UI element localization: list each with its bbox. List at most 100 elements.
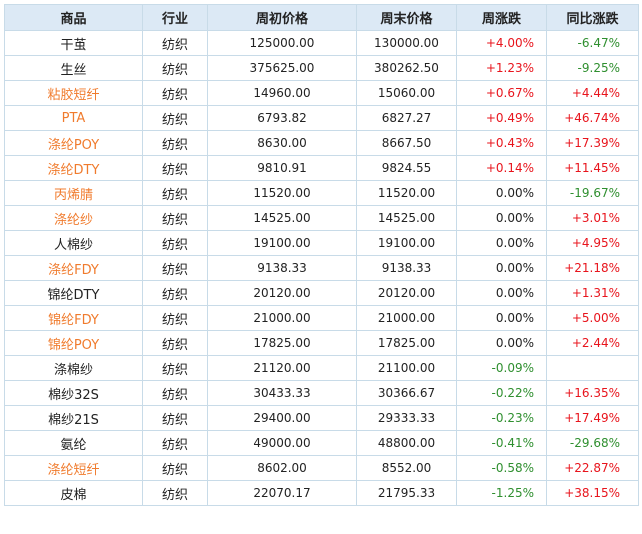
header-weekly-change[interactable]: 周涨跌 xyxy=(456,4,547,31)
yoy-change-cell: +4.44% xyxy=(546,80,639,106)
commodity-name[interactable]: 丙烯腈 xyxy=(4,180,143,206)
yoy-change-cell: +2.44% xyxy=(546,330,639,356)
table-row: 涤纶DTY 纺织 9810.91 9824.55 +0.14% +11.45% xyxy=(4,155,639,181)
commodity-name[interactable]: 涤纶DTY xyxy=(4,155,143,181)
open-price-cell: 375625.00 xyxy=(207,55,357,81)
weekly-change-cell: -0.23% xyxy=(456,405,547,431)
table-row: 生丝 纺织 375625.00 380262.50 +1.23% -9.25% xyxy=(4,55,639,81)
industry-cell: 纺织 xyxy=(142,405,208,431)
open-price-cell: 11520.00 xyxy=(207,180,357,206)
industry-cell: 纺织 xyxy=(142,105,208,131)
table-row: 丙烯腈 纺织 11520.00 11520.00 0.00% -19.67% xyxy=(4,180,639,206)
commodity-name[interactable]: 涤纶短纤 xyxy=(4,455,143,481)
open-price-cell: 8602.00 xyxy=(207,455,357,481)
open-price-cell: 8630.00 xyxy=(207,130,357,156)
industry-cell: 纺织 xyxy=(142,30,208,56)
weekly-change-cell: +1.23% xyxy=(456,55,547,81)
commodity-name[interactable]: 涤纶POY xyxy=(4,130,143,156)
commodity-name: 棉纱32S xyxy=(4,380,143,406)
header-commodity[interactable]: 商品 xyxy=(4,4,143,31)
industry-cell: 纺织 xyxy=(142,230,208,256)
commodity-name[interactable]: 粘胶短纤 xyxy=(4,80,143,106)
weekly-change-cell: 0.00% xyxy=(456,305,547,331)
yoy-change-cell: -29.68% xyxy=(546,430,639,456)
price-table-container: 商品 行业 周初价格 周末价格 周涨跌 同比涨跌 干茧 纺织 125000.00 13… xyxy=(4,4,639,506)
header-close-price[interactable]: 周末价格 xyxy=(356,4,457,31)
commodity-name[interactable]: 涤纶纱 xyxy=(4,205,143,231)
commodity-name[interactable]: 涤纶FDY xyxy=(4,255,143,281)
commodity-name[interactable]: 锦纶POY xyxy=(4,330,143,356)
commodity-name: 人棉纱 xyxy=(4,230,143,256)
yoy-change-cell: +17.49% xyxy=(546,405,639,431)
commodity-name[interactable]: PTA xyxy=(4,105,143,131)
yoy-change-cell: -19.67% xyxy=(546,180,639,206)
close-price-cell: 21795.33 xyxy=(356,480,457,506)
industry-cell: 纺织 xyxy=(142,180,208,206)
weekly-change-cell: 0.00% xyxy=(456,255,547,281)
close-price-cell: 8552.00 xyxy=(356,455,457,481)
open-price-cell: 6793.82 xyxy=(207,105,357,131)
open-price-cell: 22070.17 xyxy=(207,480,357,506)
table-row: 涤纶FDY 纺织 9138.33 9138.33 0.00% +21.18% xyxy=(4,255,639,281)
commodity-name: 棉纱21S xyxy=(4,405,143,431)
commodity-name: 氨纶 xyxy=(4,430,143,456)
yoy-change-cell: +1.31% xyxy=(546,280,639,306)
weekly-change-cell: 0.00% xyxy=(456,180,547,206)
yoy-change-cell: +5.00% xyxy=(546,305,639,331)
yoy-change-cell: +22.87% xyxy=(546,455,639,481)
commodity-name: 生丝 xyxy=(4,55,143,81)
yoy-change-cell: +17.39% xyxy=(546,130,639,156)
weekly-change-cell: 0.00% xyxy=(456,205,547,231)
close-price-cell: 9138.33 xyxy=(356,255,457,281)
yoy-change-cell: +4.95% xyxy=(546,230,639,256)
open-price-cell: 30433.33 xyxy=(207,380,357,406)
close-price-cell: 11520.00 xyxy=(356,180,457,206)
table-row: 锦纶DTY 纺织 20120.00 20120.00 0.00% +1.31% xyxy=(4,280,639,306)
open-price-cell: 125000.00 xyxy=(207,30,357,56)
open-price-cell: 21120.00 xyxy=(207,355,357,381)
industry-cell: 纺织 xyxy=(142,380,208,406)
commodity-name[interactable]: 锦纶FDY xyxy=(4,305,143,331)
header-industry[interactable]: 行业 xyxy=(142,4,208,31)
close-price-cell: 48800.00 xyxy=(356,430,457,456)
table-row: 涤纶短纤 纺织 8602.00 8552.00 -0.58% +22.87% xyxy=(4,455,639,481)
industry-cell: 纺织 xyxy=(142,480,208,506)
header-open-price[interactable]: 周初价格 xyxy=(207,4,357,31)
industry-cell: 纺织 xyxy=(142,455,208,481)
industry-cell: 纺织 xyxy=(142,355,208,381)
industry-cell: 纺织 xyxy=(142,255,208,281)
header-yoy-change[interactable]: 同比涨跌 xyxy=(546,4,639,31)
table-row: 粘胶短纤 纺织 14960.00 15060.00 +0.67% +4.44% xyxy=(4,80,639,106)
industry-cell: 纺织 xyxy=(142,430,208,456)
yoy-change-cell: +11.45% xyxy=(546,155,639,181)
yoy-change-cell: +3.01% xyxy=(546,205,639,231)
close-price-cell: 9824.55 xyxy=(356,155,457,181)
open-price-cell: 9810.91 xyxy=(207,155,357,181)
close-price-cell: 17825.00 xyxy=(356,330,457,356)
weekly-change-cell: +0.67% xyxy=(456,80,547,106)
yoy-change-cell xyxy=(546,355,639,381)
weekly-change-cell: -0.22% xyxy=(456,380,547,406)
commodity-price-table: 商品 行业 周初价格 周末价格 周涨跌 同比涨跌 干茧 纺织 125000.00 13… xyxy=(4,4,639,506)
weekly-change-cell: -1.25% xyxy=(456,480,547,506)
open-price-cell: 14525.00 xyxy=(207,205,357,231)
weekly-change-cell: +0.43% xyxy=(456,130,547,156)
yoy-change-cell: +21.18% xyxy=(546,255,639,281)
industry-cell: 纺织 xyxy=(142,205,208,231)
yoy-change-cell: -9.25% xyxy=(546,55,639,81)
industry-cell: 纺织 xyxy=(142,305,208,331)
table-row: 棉纱21S 纺织 29400.00 29333.33 -0.23% +17.49% xyxy=(4,405,639,431)
industry-cell: 纺织 xyxy=(142,330,208,356)
industry-cell: 纺织 xyxy=(142,55,208,81)
weekly-change-cell: +0.49% xyxy=(456,105,547,131)
table-body: 干茧 纺织 125000.00 130000.00 +4.00% -6.47% 生丝 纺织 37… xyxy=(4,30,639,506)
open-price-cell: 9138.33 xyxy=(207,255,357,281)
weekly-change-cell: 0.00% xyxy=(456,280,547,306)
commodity-name: 涤棉纱 xyxy=(4,355,143,381)
table-row: 涤纶纱 纺织 14525.00 14525.00 0.00% +3.01% xyxy=(4,205,639,231)
open-price-cell: 17825.00 xyxy=(207,330,357,356)
open-price-cell: 20120.00 xyxy=(207,280,357,306)
close-price-cell: 6827.27 xyxy=(356,105,457,131)
close-price-cell: 21000.00 xyxy=(356,305,457,331)
weekly-change-cell: 0.00% xyxy=(456,230,547,256)
